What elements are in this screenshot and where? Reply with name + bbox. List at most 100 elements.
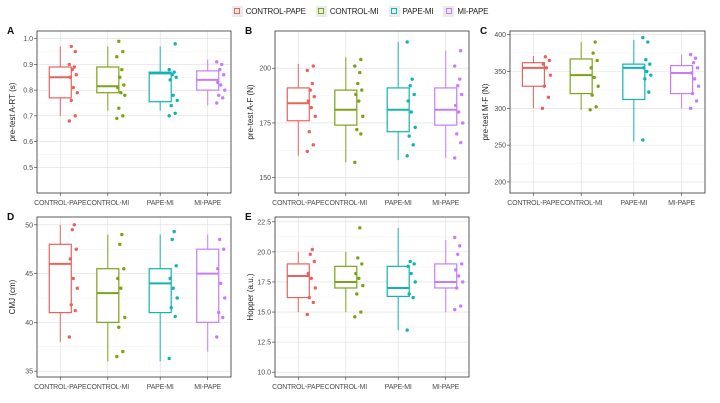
box-body bbox=[622, 63, 646, 101]
data-point bbox=[216, 80, 220, 85]
data-point bbox=[121, 114, 125, 118]
legend-key-control-pape bbox=[231, 5, 243, 17]
data-point bbox=[118, 75, 122, 79]
data-point bbox=[218, 67, 222, 72]
data-point bbox=[175, 296, 179, 300]
data-point bbox=[219, 83, 223, 87]
data-point bbox=[453, 307, 457, 312]
box-body bbox=[434, 263, 458, 289]
data-point bbox=[75, 91, 79, 95]
data-point bbox=[461, 121, 465, 125]
data-point bbox=[69, 98, 73, 103]
box-body bbox=[48, 243, 72, 314]
data-point bbox=[355, 292, 359, 296]
box-pape-mi bbox=[622, 39, 646, 142]
data-point bbox=[460, 262, 464, 266]
data-point bbox=[70, 227, 74, 232]
legend-swatch bbox=[234, 8, 241, 14]
data-point bbox=[120, 232, 124, 237]
legend-key-mi-pape bbox=[443, 5, 455, 17]
data-point bbox=[117, 325, 121, 329]
data-point bbox=[72, 223, 76, 227]
data-point bbox=[412, 262, 416, 266]
legend-item-control-mi: CONTROL-MI bbox=[315, 5, 379, 17]
data-point bbox=[458, 244, 462, 248]
data-point bbox=[119, 286, 123, 290]
data-point bbox=[410, 77, 414, 81]
data-point bbox=[171, 286, 175, 290]
panel-e: 10.0 12.5 15.0 17.5 20.0 22.5 CONTROL-PAPE CONT… bbox=[245, 212, 470, 391]
x-tick-label: MI-PAPE bbox=[432, 384, 459, 391]
box-body bbox=[148, 71, 172, 103]
data-point bbox=[411, 143, 415, 147]
x-tick-label: PAPE-MI bbox=[147, 384, 174, 391]
data-point bbox=[694, 99, 699, 103]
y-tick-label: 35 bbox=[25, 369, 33, 376]
data-point bbox=[589, 66, 593, 70]
data-point bbox=[405, 328, 409, 332]
data-point bbox=[693, 56, 698, 60]
y-tick-label: 400 bbox=[494, 32, 506, 39]
data-point bbox=[69, 44, 73, 49]
data-point bbox=[688, 106, 693, 111]
x-tick-label: CONTROL-PAPE bbox=[272, 200, 325, 207]
data-point bbox=[648, 62, 652, 66]
data-point bbox=[173, 314, 177, 319]
y-tick-label: 17.5 bbox=[257, 279, 271, 286]
box-body bbox=[386, 265, 410, 297]
data-point bbox=[406, 264, 410, 269]
data-point bbox=[72, 65, 76, 69]
data-point bbox=[590, 93, 594, 97]
box-control-mi bbox=[334, 57, 358, 163]
box-body bbox=[286, 263, 310, 299]
data-point bbox=[311, 300, 315, 305]
data-point bbox=[307, 130, 311, 134]
box-body bbox=[148, 268, 172, 314]
data-point bbox=[542, 84, 547, 88]
x-tick-label: MI-PAPE bbox=[432, 200, 459, 207]
y-tick-label: 50 bbox=[25, 222, 33, 229]
data-point bbox=[121, 49, 125, 54]
data-point bbox=[172, 229, 176, 234]
y-tick-label: 350 bbox=[494, 69, 506, 76]
data-point bbox=[407, 292, 411, 296]
box-pape-mi bbox=[386, 227, 410, 331]
y-axis-title: pre-test A-RT (s) bbox=[8, 82, 17, 141]
panel-a: 0.5 0.6 0.7 0.8 0.9 1.0 CONTROL-PAPE CONTROL-MI… bbox=[7, 26, 232, 207]
data-point bbox=[405, 40, 409, 44]
box-mi-pape bbox=[196, 234, 220, 352]
data-point bbox=[593, 40, 597, 44]
data-point bbox=[453, 235, 457, 240]
data-point bbox=[642, 66, 646, 70]
y-tick-label: 150 bbox=[259, 175, 271, 182]
data-point bbox=[595, 58, 599, 63]
data-point bbox=[313, 114, 317, 119]
box-body bbox=[48, 66, 72, 99]
y-tick-label: 0.6 bbox=[23, 139, 33, 146]
y-tick-label: 200 bbox=[494, 179, 506, 186]
data-point bbox=[407, 134, 411, 138]
data-point bbox=[354, 271, 358, 276]
data-point bbox=[696, 84, 701, 88]
data-point bbox=[222, 73, 226, 77]
panel-background bbox=[510, 31, 705, 193]
data-point bbox=[117, 39, 121, 43]
legend-item-mi-pape: MI-PAPE bbox=[443, 5, 489, 17]
data-point bbox=[588, 108, 592, 112]
data-point bbox=[217, 310, 221, 315]
data-point bbox=[596, 84, 600, 88]
legend-label: MI-PAPE bbox=[457, 6, 489, 16]
data-point bbox=[219, 281, 223, 286]
data-point bbox=[458, 77, 462, 81]
data-point bbox=[75, 286, 79, 290]
data-point bbox=[543, 55, 548, 59]
data-point bbox=[353, 64, 357, 68]
data-point bbox=[360, 262, 364, 266]
panel-d: 35 40 45 50 CONTROL-PAPE CONTROL-MI PAPE-MI MI-… bbox=[7, 212, 232, 391]
data-point bbox=[169, 103, 173, 108]
data-point bbox=[120, 67, 124, 72]
data-point bbox=[646, 40, 650, 44]
data-point bbox=[692, 77, 697, 81]
data-point bbox=[216, 267, 220, 271]
data-point bbox=[173, 42, 177, 46]
